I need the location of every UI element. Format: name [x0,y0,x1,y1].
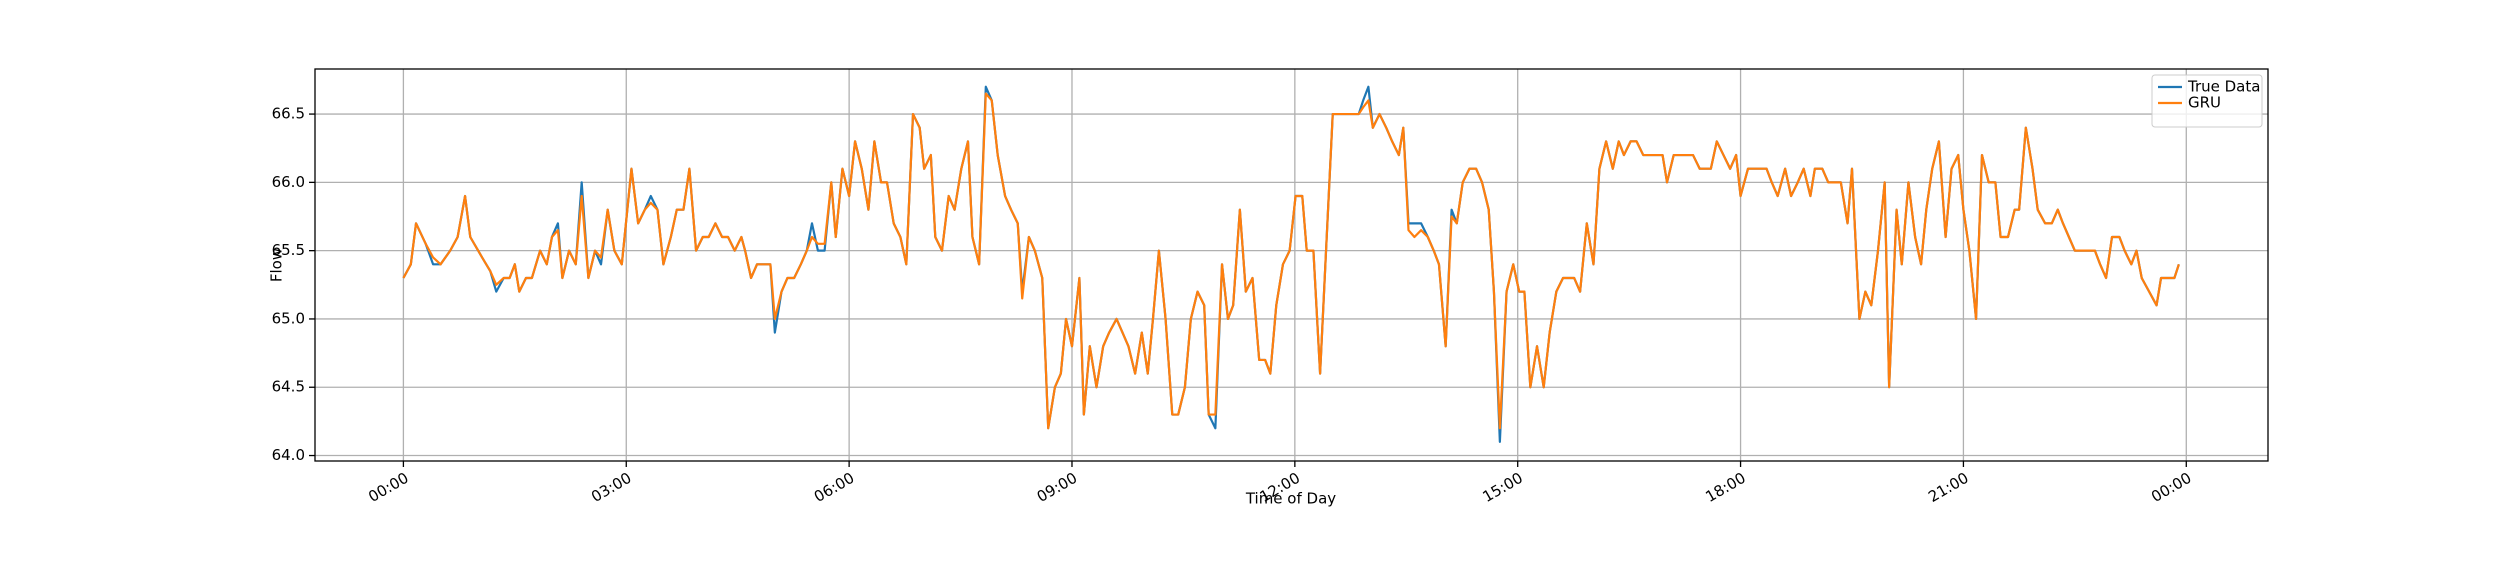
x-tick-label: 03:00 [588,469,634,506]
y-axis-label: Flow [268,248,286,282]
y-tick-label: 65.5 [272,241,305,259]
y-tick-label: 64.0 [272,446,305,464]
x-axis-label: Time of Day [1245,490,1336,508]
y-tick-label: 66.5 [272,105,305,123]
data-line [402,92,2180,430]
x-tick-label: 00:00 [2148,469,2194,506]
plot-frame [314,68,2269,462]
y-tick-label: 66.0 [272,173,305,191]
data-line [402,85,2180,443]
x-tick-label: 00:00 [365,469,411,506]
x-tick-label: 18:00 [1702,469,1748,506]
x-tick-label: 21:00 [1925,469,1971,506]
y-tick-label: 65.0 [272,309,305,327]
x-tick-label: 06:00 [811,469,857,506]
legend-label: GRU [2188,94,2221,112]
y-tick-label: 64.5 [272,378,305,396]
x-tick-label: 09:00 [1034,469,1080,506]
x-tick-label: 15:00 [1480,469,1526,506]
legend-label: True Data [2187,78,2260,96]
